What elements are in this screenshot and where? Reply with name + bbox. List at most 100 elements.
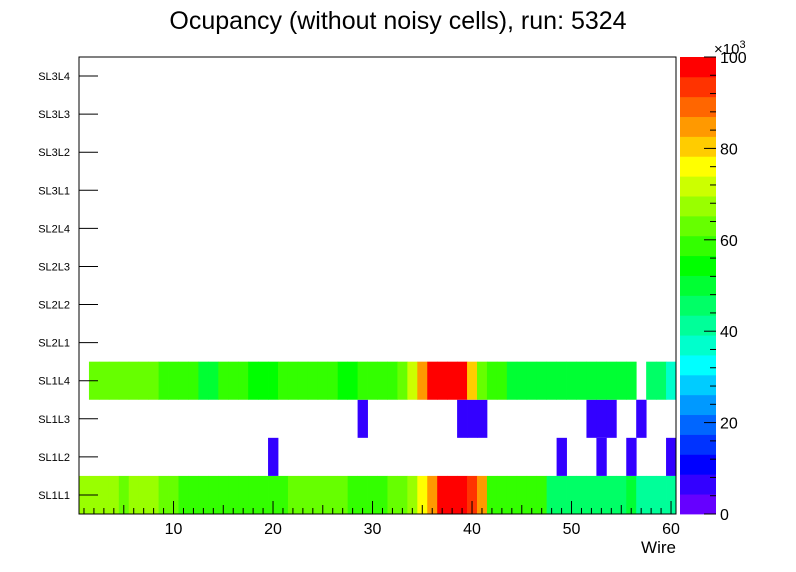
palette-swatch xyxy=(680,255,716,276)
z-tick-label: 40 xyxy=(720,324,738,341)
heatmap-cell xyxy=(596,399,607,438)
heatmap-cell xyxy=(496,361,508,400)
y-tick-label: SL1L2 xyxy=(38,452,70,464)
heatmap-cell xyxy=(188,361,199,400)
heatmap-cell xyxy=(656,475,667,514)
heatmap-cell xyxy=(666,475,677,514)
heatmap-cell xyxy=(268,475,279,514)
heatmap-cell xyxy=(278,475,289,514)
heatmap-cell xyxy=(98,475,110,514)
y-tick-label: SL3L2 xyxy=(38,147,70,159)
heatmap-cell xyxy=(596,475,607,514)
heatmap-cell xyxy=(596,361,607,400)
x-tick-label: 50 xyxy=(563,521,581,538)
heatmap-cell xyxy=(307,361,319,400)
z-tick-label: 80 xyxy=(720,141,738,158)
heatmap-cell xyxy=(556,475,567,514)
z-tick-label: 100 xyxy=(720,50,747,67)
x-tick-label: 30 xyxy=(364,521,382,538)
heatmap-cell xyxy=(666,437,677,476)
heatmap-cell xyxy=(626,475,637,514)
y-tick-label: SL1L1 xyxy=(38,490,70,502)
heatmap-cell xyxy=(218,361,229,400)
heatmap-cell xyxy=(626,437,637,476)
heatmap-cell xyxy=(248,475,259,514)
palette-swatch xyxy=(680,176,716,197)
heatmap-cell xyxy=(536,475,548,514)
heatmap-cell xyxy=(287,475,299,514)
z-exponent-base: ×10 xyxy=(714,41,739,58)
z-exponent-power: 3 xyxy=(739,39,745,51)
heatmap-cell xyxy=(377,475,388,514)
heatmap-cell xyxy=(586,361,597,400)
y-tick-label: SL2L3 xyxy=(38,261,70,273)
heatmap-cell xyxy=(646,361,657,400)
heatmap-cell xyxy=(656,361,667,400)
palette-swatch xyxy=(680,414,716,435)
heatmap-cell xyxy=(108,475,120,514)
heatmap-cell xyxy=(178,361,189,400)
heatmap-cell xyxy=(576,475,587,514)
y-tick-label: SL3L4 xyxy=(38,71,70,83)
palette-swatch xyxy=(680,215,716,237)
palette-swatch xyxy=(680,374,716,396)
heatmap-cell xyxy=(337,361,349,400)
heatmap-cell xyxy=(586,399,597,438)
heatmap-cell xyxy=(616,361,627,400)
palette-swatch xyxy=(680,474,716,495)
heatmap-cell xyxy=(486,361,498,400)
heatmap-cell xyxy=(506,475,518,514)
palette-swatch xyxy=(680,235,716,257)
heatmap-cell xyxy=(636,475,647,514)
heatmap-cell xyxy=(626,361,637,400)
heatmap-cell xyxy=(477,361,488,400)
heatmap-cell xyxy=(168,475,179,514)
heatmap-cell xyxy=(536,361,548,400)
heatmap-cell xyxy=(457,399,468,438)
palette-swatch xyxy=(680,355,716,376)
y-tick-label: SL2L1 xyxy=(38,338,70,350)
heatmap-cell xyxy=(566,361,577,400)
palette-swatch xyxy=(680,96,716,118)
heatmap-cell xyxy=(477,399,488,438)
palette-swatch xyxy=(680,196,716,217)
heatmap-cells xyxy=(79,361,677,514)
heatmap-cell xyxy=(616,475,627,514)
heatmap-cell xyxy=(496,475,508,514)
palette-swatch xyxy=(680,394,716,416)
heatmap-cell xyxy=(477,475,488,514)
heatmap-cell xyxy=(287,361,299,400)
heatmap-cell xyxy=(377,361,388,400)
palette-swatch xyxy=(680,76,716,98)
palette-swatch xyxy=(680,57,716,78)
heatmap-cell xyxy=(397,361,408,400)
heatmap-cell xyxy=(606,475,617,514)
x-tick-label: 60 xyxy=(662,521,680,538)
palette-swatch xyxy=(680,295,716,316)
heatmap-cell xyxy=(457,475,468,514)
heatmap-cell xyxy=(427,475,438,514)
y-tick-label: SL3L3 xyxy=(38,109,70,121)
heatmap-cell xyxy=(228,475,239,514)
heatmap-cell xyxy=(347,361,358,400)
heatmap-cell xyxy=(486,475,498,514)
heatmap-cell xyxy=(168,361,179,400)
y-tick-label: SL1L3 xyxy=(38,414,70,426)
heatmap-cell xyxy=(606,361,617,400)
heatmap-cell xyxy=(188,475,199,514)
heatmap-cell xyxy=(148,475,159,514)
heatmap-cell xyxy=(268,437,279,476)
heatmap-cell xyxy=(297,361,309,400)
chart-title: Ocupancy (without noisy cells), run: 532… xyxy=(169,7,626,35)
heatmap-cell xyxy=(317,361,329,400)
heatmap-cell xyxy=(367,475,378,514)
heatmap-cell xyxy=(407,475,418,514)
x-tick-label: 20 xyxy=(264,521,282,538)
heatmap-cell xyxy=(337,475,349,514)
heatmap-cell xyxy=(427,361,438,400)
heatmap-cell xyxy=(238,475,249,514)
heatmap-cell xyxy=(327,361,339,400)
x-tick-label: 40 xyxy=(463,521,481,538)
heatmap-cell xyxy=(98,361,110,400)
